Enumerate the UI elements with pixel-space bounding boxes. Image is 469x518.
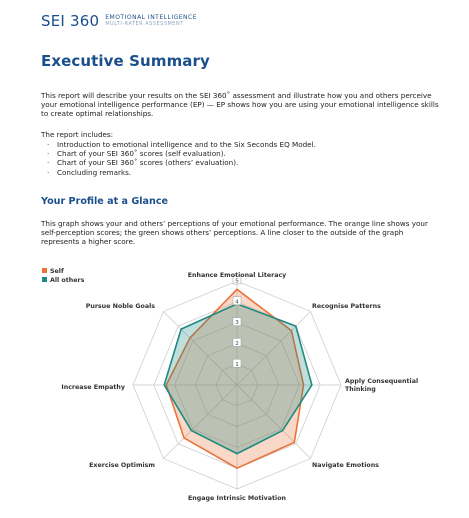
scale-box xyxy=(232,358,242,368)
category-label: Engage Intrinsic Motivation xyxy=(188,495,286,502)
series-self xyxy=(165,288,305,469)
logo-line-1: EMOTIONAL INTELLIGENCE xyxy=(105,14,198,21)
section-heading: Your Profile at a Glance xyxy=(41,196,169,207)
scale-label: 5 xyxy=(235,279,239,285)
category-labels: Enhance Emotional Literacy Recognise Patt… xyxy=(61,272,418,502)
category-label: Pursue Noble Goals xyxy=(86,303,156,310)
legend-label-self: Self xyxy=(50,268,64,275)
includes-label: The report includes: xyxy=(41,130,114,139)
grid-spoke xyxy=(163,384,238,459)
legend-label-all-others: All others xyxy=(50,277,85,284)
logo: SEI 360 EMOTIONAL INTELLIGENCE MULTI-RAT… xyxy=(41,10,197,32)
intro-paragraph: This report will describe your results o… xyxy=(41,91,439,119)
scale-box xyxy=(232,317,242,326)
section-paragraph: This graph shows your and others’ percep… xyxy=(41,219,428,247)
page-title: Executive Summary xyxy=(41,52,210,70)
chart-legend: Self All others xyxy=(42,268,85,284)
scale-labels: 1 2 3 4 5 xyxy=(232,275,242,368)
category-label: Exercise Optimism xyxy=(89,462,155,469)
list-item: · Chart of your SEI 360˚ scores (others’ … xyxy=(47,158,239,168)
category-label: Apply Consequential Thinking xyxy=(345,378,418,393)
logo-subtitle: EMOTIONAL INTELLIGENCE MULTI-RATER ASSES… xyxy=(105,14,197,28)
legend-swatch-self xyxy=(42,268,47,273)
grid-spoke xyxy=(236,311,311,386)
legend-swatch-all-others xyxy=(42,277,47,282)
scale-box xyxy=(232,338,242,347)
scale-label: 3 xyxy=(235,320,239,326)
scale-box xyxy=(232,275,242,285)
grid-spoke xyxy=(163,311,238,386)
category-label: Increase Empathy xyxy=(61,384,125,391)
scale-box xyxy=(232,296,242,306)
chart-series xyxy=(163,288,313,469)
category-label: Navigate Emotions xyxy=(312,462,379,469)
includes-list: · Introduction to emotional intelligence … xyxy=(47,140,316,177)
grid-spoke xyxy=(236,384,311,459)
list-item: · Introduction to emotional intelligence … xyxy=(47,140,316,149)
category-label: Recognise Patterns xyxy=(312,303,381,310)
scale-label: 4 xyxy=(235,299,239,305)
chart-grid xyxy=(132,280,342,490)
list-item: · Concluding remarks. xyxy=(47,167,132,177)
logo-main: SEI 360 xyxy=(41,12,100,30)
category-label: Enhance Emotional Literacy xyxy=(188,272,287,279)
series-all-others xyxy=(163,303,313,455)
scale-label: 2 xyxy=(235,341,239,347)
scale-label: 1 xyxy=(235,362,239,368)
logo-line-2: MULTI-RATER ASSESSMENT xyxy=(105,21,184,27)
radar-chart: Self All others 1 2 3 4 5 Enhance Emotional L… xyxy=(42,268,418,502)
list-item: · Chart of your SEI 360˚ scores (self eva… xyxy=(47,149,226,159)
